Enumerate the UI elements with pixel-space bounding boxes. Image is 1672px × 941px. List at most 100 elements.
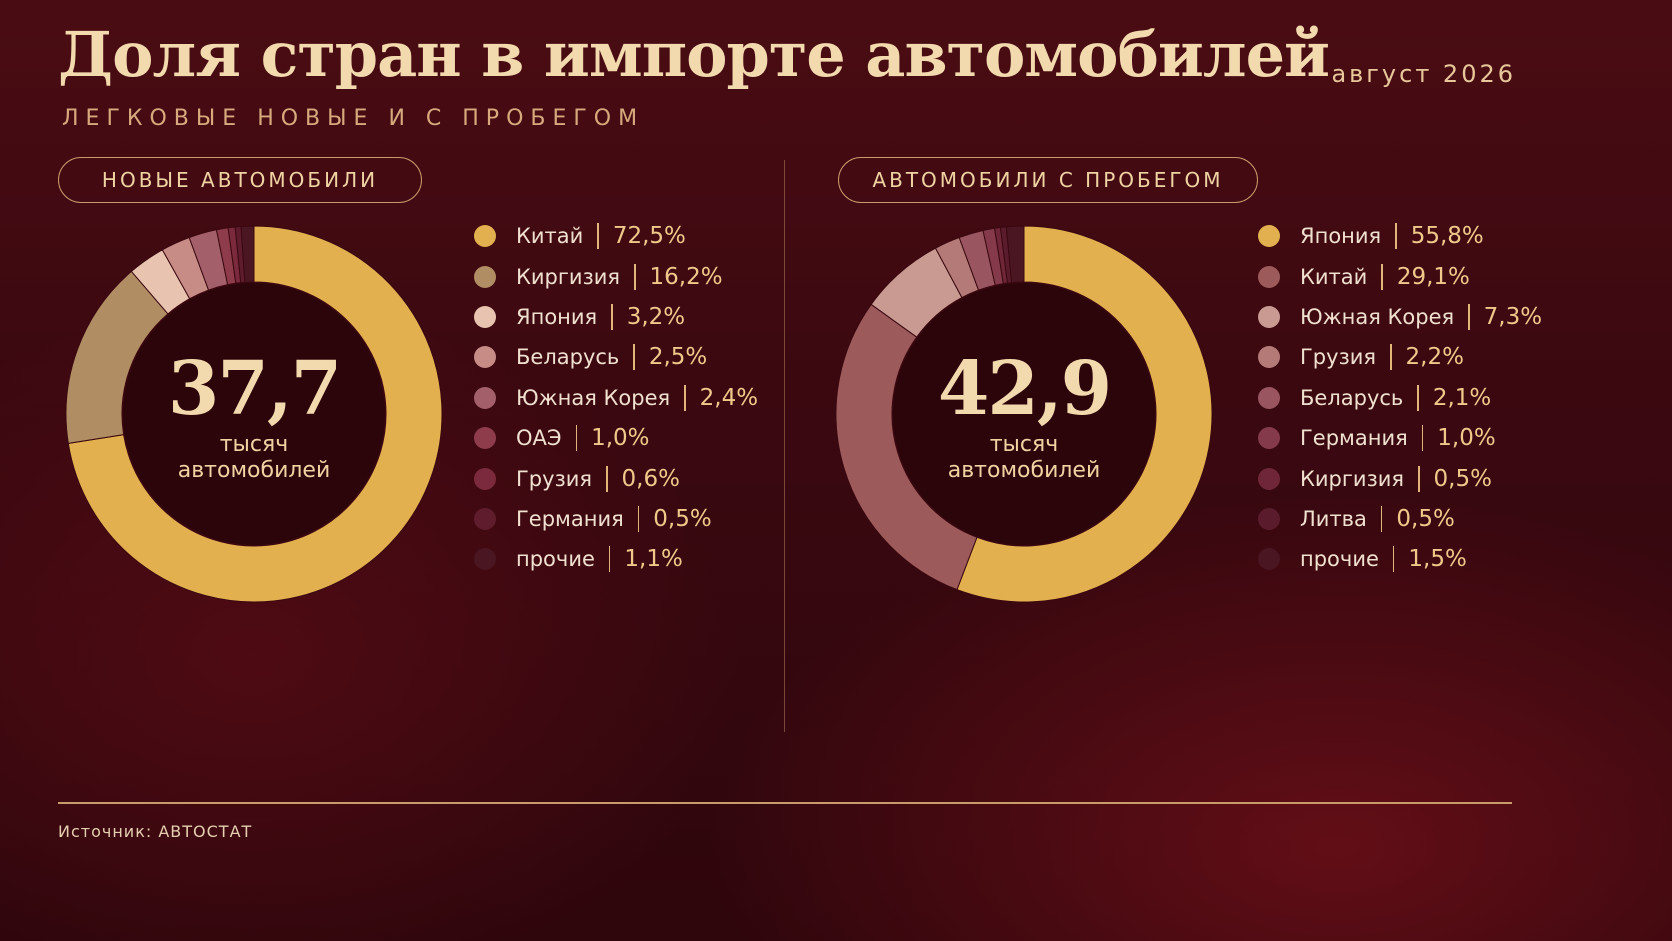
used-cars-legend: Япония 55,8% Китай 29,1% Южная Корея 7,3% Груз…	[1258, 216, 1542, 580]
legend-value: 2,1%	[1432, 384, 1492, 411]
donut-slice-8	[1005, 225, 1025, 284]
legend-swatch	[1258, 265, 1280, 288]
legend-swatch	[1258, 548, 1280, 571]
legend-label: Грузия	[516, 466, 593, 491]
legend-swatch	[1258, 225, 1280, 248]
legend-swatch	[474, 386, 496, 409]
legend-separator	[1417, 384, 1419, 411]
legend-swatch	[474, 225, 496, 248]
legend-label: Беларусь	[516, 345, 620, 370]
legend-swatch	[474, 507, 496, 530]
legend-separator	[633, 344, 635, 371]
legend-separator	[684, 384, 686, 411]
legend-item: Киргизия 16,2%	[474, 256, 758, 296]
legend-label: Киргизия	[1300, 466, 1405, 491]
legend-separator	[1418, 465, 1420, 492]
legend-value: 0,6%	[621, 465, 680, 492]
legend-separator	[611, 303, 613, 330]
legend-separator	[1395, 223, 1397, 250]
legend-separator	[1392, 546, 1395, 573]
legend-label: Южная Корея	[1300, 304, 1455, 329]
legend-item: Грузия 2,2%	[1258, 337, 1542, 377]
legend-swatch	[474, 305, 496, 328]
legend-separator	[608, 546, 611, 573]
legend-item: Германия 1,0%	[1258, 418, 1542, 458]
legend-swatch	[1258, 507, 1280, 530]
new-cars-total: 37,7 тысяч автомобилей	[124, 352, 384, 484]
legend-item: прочие 1,5%	[1258, 539, 1542, 579]
page-subtitle: ЛЕГКОВЫЕ НОВЫЕ И С ПРОБЕГОМ	[62, 106, 645, 131]
donut-slice-8	[240, 225, 255, 283]
legend-value: 1,1%	[624, 546, 683, 573]
legend-item: Южная Корея 2,4%	[474, 378, 758, 418]
legend-label: прочие	[516, 547, 595, 572]
legend-item: Германия 0,5%	[474, 499, 758, 539]
legend-item: Литва 0,5%	[1258, 499, 1542, 539]
legend-label: Грузия	[1300, 345, 1377, 370]
legend-label: Германия	[1300, 426, 1408, 451]
legend-label: Япония	[1300, 224, 1382, 249]
legend-separator	[1390, 344, 1392, 371]
legend-item: Китай 72,5%	[474, 216, 758, 256]
legend-label: ОАЭ	[516, 426, 562, 451]
legend-value: 16,2%	[649, 263, 723, 290]
source-note: Источник: АВТОСТАТ	[58, 822, 253, 841]
legend-item: Грузия 0,6%	[474, 458, 758, 498]
used-cars-total: 42,9 тысяч автомобилей	[894, 352, 1154, 484]
legend-value: 1,0%	[1437, 425, 1496, 452]
page-title: Доля стран в импорте автомобилей	[58, 18, 1330, 91]
legend-item: ОАЭ 1,0%	[474, 418, 758, 458]
legend-label: Германия	[516, 506, 624, 531]
legend-value: 1,5%	[1408, 546, 1467, 573]
legend-swatch	[1258, 305, 1280, 328]
donut-hole	[893, 283, 1155, 545]
legend-item: Беларусь 2,5%	[474, 337, 758, 377]
legend-separator	[1421, 425, 1424, 452]
new-cars-legend: Китай 72,5% Киргизия 16,2% Япония 3,2% Беларус…	[474, 216, 758, 580]
legend-item: прочие 1,1%	[474, 539, 758, 579]
new-cars-donut-chart	[65, 225, 443, 603]
donut-slice-0	[956, 225, 1213, 603]
legend-value: 0,5%	[1396, 505, 1455, 532]
legend-swatch	[474, 346, 496, 369]
legend-value: 0,5%	[1433, 465, 1492, 492]
used-cars-total-value: 42,9	[937, 346, 1112, 432]
legend-separator	[637, 505, 640, 532]
legend-separator	[606, 465, 608, 492]
legend-label: прочие	[1300, 547, 1379, 572]
new-cars-total-unit-line2: автомобилей	[177, 458, 331, 483]
legend-swatch	[474, 467, 496, 490]
legend-value: 55,8%	[1410, 223, 1484, 250]
legend-swatch	[474, 265, 496, 288]
legend-value: 2,4%	[699, 384, 759, 411]
new-cars-label: НОВЫЕ АВТОМОБИЛИ	[58, 157, 422, 203]
legend-separator	[1468, 303, 1470, 330]
used-cars-total-unit-line2: автомобилей	[947, 458, 1101, 483]
new-cars-total-unit-line1: тысяч	[219, 432, 289, 457]
legend-label: Беларусь	[1300, 385, 1404, 410]
legend-label: Киргизия	[516, 264, 621, 289]
legend-separator	[1380, 505, 1383, 532]
legend-swatch	[1258, 386, 1280, 409]
legend-value: 7,3%	[1483, 303, 1543, 330]
legend-separator	[1381, 263, 1383, 290]
used-cars-label: АВТОМОБИЛИ С ПРОБЕГОМ	[838, 157, 1258, 203]
legend-value: 2,5%	[648, 344, 708, 371]
legend-item: Япония 3,2%	[474, 297, 758, 337]
report-date: август 2026	[1331, 60, 1516, 88]
legend-swatch	[1258, 467, 1280, 490]
legend-swatch	[1258, 427, 1280, 450]
legend-item: Южная Корея 7,3%	[1258, 297, 1542, 337]
legend-label: Япония	[516, 304, 598, 329]
legend-swatch	[474, 427, 496, 450]
legend-separator	[634, 263, 636, 290]
donut-slice-0	[67, 225, 443, 603]
legend-label: Литва	[1300, 506, 1367, 531]
legend-separator	[597, 223, 599, 250]
legend-value: 1,0%	[591, 425, 650, 452]
legend-item: Киргизия 0,5%	[1258, 458, 1542, 498]
footer-divider	[58, 802, 1512, 804]
donut-hole	[123, 283, 385, 545]
legend-value: 29,1%	[1396, 263, 1470, 290]
legend-value: 3,2%	[626, 303, 686, 330]
